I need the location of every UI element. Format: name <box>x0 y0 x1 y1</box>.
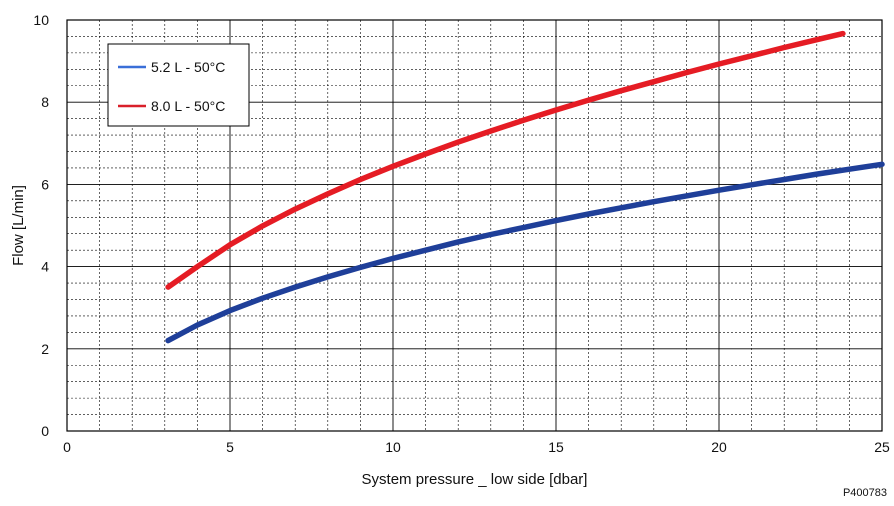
y-tick-labels: 0 2 4 6 8 10 <box>33 12 49 439</box>
legend-label-series-1: 5.2 L - 50°C <box>151 59 225 75</box>
y-axis-label: Flow [L/min] <box>10 185 27 266</box>
x-tick-label: 15 <box>548 439 564 455</box>
legend: 5.2 L - 50°C 8.0 L - 50°C <box>107 43 250 127</box>
y-tick-label: 2 <box>41 341 49 357</box>
y-tick-label: 4 <box>41 259 49 275</box>
legend-box <box>107 43 250 127</box>
legend-label-series-2: 8.0 L - 50°C <box>151 98 225 114</box>
y-tick-label: 8 <box>41 94 49 110</box>
plot-frame <box>66 19 883 432</box>
y-tick-label: 0 <box>41 423 49 439</box>
series-layer <box>165 30 885 344</box>
x-tick-labels: 0 5 10 15 20 25 <box>63 439 890 455</box>
reference-code: P400783 <box>843 487 887 499</box>
y-tick-label: 10 <box>33 12 49 28</box>
series-line-2 <box>165 30 846 290</box>
x-tick-label: 0 <box>63 439 71 455</box>
series-line-1 <box>165 161 885 344</box>
x-axis-label: System pressure _ low side [dbar] <box>362 471 588 488</box>
y-tick-label: 6 <box>41 176 49 192</box>
x-tick-label: 25 <box>874 439 890 455</box>
x-tick-label: 20 <box>711 439 727 455</box>
x-tick-label: 5 <box>226 439 234 455</box>
x-tick-label: 10 <box>385 439 401 455</box>
